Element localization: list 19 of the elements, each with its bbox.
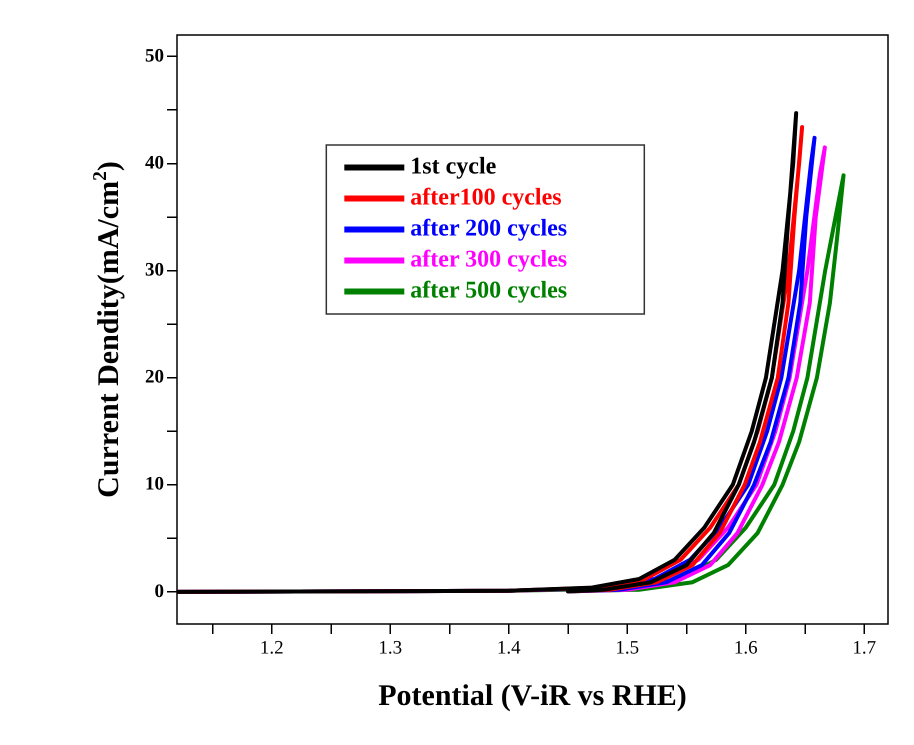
legend-label: 1st cycle xyxy=(410,154,497,180)
x-tick-label: 1.6 xyxy=(734,637,758,658)
y-tick-label: 30 xyxy=(145,260,164,281)
x-tick-label: 1.3 xyxy=(378,637,402,658)
x-tick-label: 1.5 xyxy=(615,637,640,658)
legend-label: after 500 cycles xyxy=(410,278,568,304)
legend-label: after100 cycles xyxy=(410,184,562,211)
y-tick-label: 20 xyxy=(145,366,164,388)
x-tick-label: 1.7 xyxy=(852,637,876,658)
x-tick-label: 1.2 xyxy=(260,637,284,658)
y-tick-label: 0 xyxy=(154,580,164,602)
y-axis-title: Current Dendity(mA/cm2) xyxy=(90,161,125,498)
y-tick-label: 40 xyxy=(145,152,164,174)
legend-label: after 200 cycles xyxy=(410,216,568,242)
y-tick-label: 10 xyxy=(145,474,164,495)
x-tick-label: 1.4 xyxy=(496,637,522,658)
x-axis-title: Potential (V-iR vs RHE) xyxy=(378,679,687,712)
y-tick-label: 50 xyxy=(145,45,164,66)
legend-label: after 300 cycles xyxy=(410,246,568,273)
